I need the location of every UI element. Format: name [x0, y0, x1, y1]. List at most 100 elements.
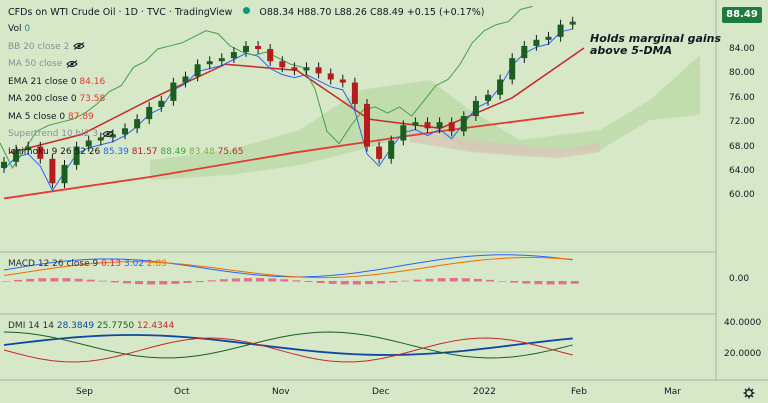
candle-body	[460, 116, 467, 132]
ma200-line	[3, 111, 585, 200]
candle-body	[400, 125, 407, 141]
indicator-ma-5-close-0[interactable]: MA 5 close 0 87.89	[8, 112, 94, 123]
candle-body	[545, 36, 552, 40]
macd-histogram-bar	[74, 278, 83, 282]
indicator-ma-200-close-0[interactable]: MA 200 close 0 73.58	[8, 94, 105, 105]
price-tick-label: 76.00	[729, 92, 755, 103]
price-tick-label: 64.00	[729, 166, 755, 176]
hidden-eye-icon[interactable]	[98, 129, 114, 139]
macd-histogram-bar	[437, 278, 446, 282]
candle-body	[424, 122, 431, 129]
candle-body	[497, 79, 504, 95]
time-tick-label: Feb	[571, 387, 587, 397]
candle-body	[436, 122, 443, 129]
macd-histogram-bar	[316, 281, 325, 284]
candle-body	[13, 149, 20, 162]
macd-histogram-bar	[2, 281, 10, 282]
macd-histogram-bar	[159, 281, 168, 285]
pane-value: 0.13	[98, 259, 122, 269]
candle-body	[557, 24, 564, 37]
candle-body	[25, 146, 32, 150]
macd-histogram-bar	[377, 281, 386, 284]
candle-body	[509, 58, 516, 80]
candle-body	[412, 122, 419, 126]
candle-body	[206, 61, 213, 65]
indicator-value: 87.89	[65, 111, 94, 122]
price-tick-label: 80.00	[729, 68, 755, 79]
dmi-legend: DMI 14 14 28.3849 25.7750 12.4344	[8, 321, 174, 332]
candle-body	[303, 67, 310, 71]
candle-body	[255, 45, 262, 49]
indicator-value: 0	[21, 24, 31, 34]
ichimoku-cloud	[150, 55, 700, 180]
indicator-bb-20-close-2[interactable]: BB 20 close 2	[8, 42, 86, 53]
candle-body	[109, 134, 116, 138]
pane-value: 2.89	[144, 259, 167, 269]
di-plus-line	[3, 331, 573, 359]
candle-body	[533, 39, 540, 46]
time-tick-label: Nov	[272, 387, 290, 397]
candle-body	[351, 82, 358, 104]
time-tick-label: 2022	[473, 387, 496, 397]
candle-body	[327, 73, 334, 80]
candle-body	[37, 146, 44, 159]
macd-histogram-bar	[256, 278, 265, 282]
hidden-eye-icon[interactable]	[69, 42, 86, 52]
indicator-name: MA 50 close	[8, 59, 63, 69]
indicator-value: 73.58	[76, 94, 106, 104]
time-tick-label: Mar	[664, 387, 681, 397]
adx-line	[3, 334, 573, 356]
macd-histogram-bar	[340, 281, 349, 285]
macd-histogram-bar	[219, 279, 228, 282]
macd-histogram-bar	[425, 278, 434, 282]
indicator-ma-50-close[interactable]: MA 50 close	[8, 59, 78, 70]
indicator-value: 81.57	[128, 146, 158, 157]
candle-body	[521, 45, 528, 59]
candle-body	[230, 52, 237, 59]
price-tick-label: 60.00	[729, 190, 755, 201]
macd-histogram-bar	[98, 280, 107, 282]
macd-histogram-bar	[570, 281, 579, 284]
macd-histogram-bar	[171, 281, 180, 284]
macd-histogram-bar	[413, 279, 422, 282]
macd-histogram-bar	[510, 281, 519, 283]
candle-body	[472, 100, 479, 117]
dmi-tick-label: 20.0000	[724, 349, 762, 359]
pane-value: 25.7750	[94, 321, 135, 331]
time-tick-label: Oct	[174, 387, 190, 397]
price-tick-label: 72.00	[729, 117, 755, 128]
settings-gear-icon[interactable]	[743, 387, 755, 399]
indicator-name: Ichimoku 9 26 52 26	[8, 146, 101, 157]
macd-histogram-bar	[461, 278, 470, 282]
candle-body	[339, 79, 346, 83]
indicator-supertrend-10-hl2-3[interactable]: Supertrend 10 hl2 3	[8, 129, 114, 140]
live-dot-icon	[243, 7, 251, 14]
macd-histogram-bar	[207, 280, 216, 282]
candle-body	[146, 106, 153, 120]
indicator-ema-21-close-0[interactable]: EMA 21 close 0 84.16	[8, 77, 105, 88]
candle-body	[218, 58, 225, 62]
price-tick-label: 84.00	[729, 44, 755, 54]
indicator-ichimoku-9-26-52-26[interactable]: Ichimoku 9 26 52 26 85.39 81.57 88.49 83…	[8, 147, 243, 158]
candle-body	[1, 161, 7, 168]
macd-legend: MACD 12 26 close 9 0.13 3.02 2.89	[8, 259, 167, 270]
hidden-eye-icon[interactable]	[62, 59, 78, 69]
macd-histogram-bar	[26, 278, 35, 282]
ichimoku-cloud-bear	[410, 130, 600, 158]
macd-histogram-bar	[86, 279, 95, 282]
macd-signal-line	[3, 257, 573, 279]
candle-body	[388, 140, 395, 159]
macd-histogram-bar	[38, 278, 47, 282]
last-price-badge: 88.49	[722, 7, 762, 23]
symbol-title[interactable]: CFDs on WTI Crude Oil · 1D · TVC · Tradi…	[8, 7, 233, 18]
indicator-vol[interactable]: Vol 0	[8, 24, 30, 35]
candle-body	[315, 67, 322, 74]
candle-body	[61, 164, 68, 184]
macd-histogram-bar	[522, 281, 531, 284]
macd-histogram-bar	[389, 281, 398, 283]
candle-body	[267, 49, 274, 62]
candle-body	[279, 61, 286, 68]
pane-label: MACD 12 26 close 9	[8, 259, 99, 269]
